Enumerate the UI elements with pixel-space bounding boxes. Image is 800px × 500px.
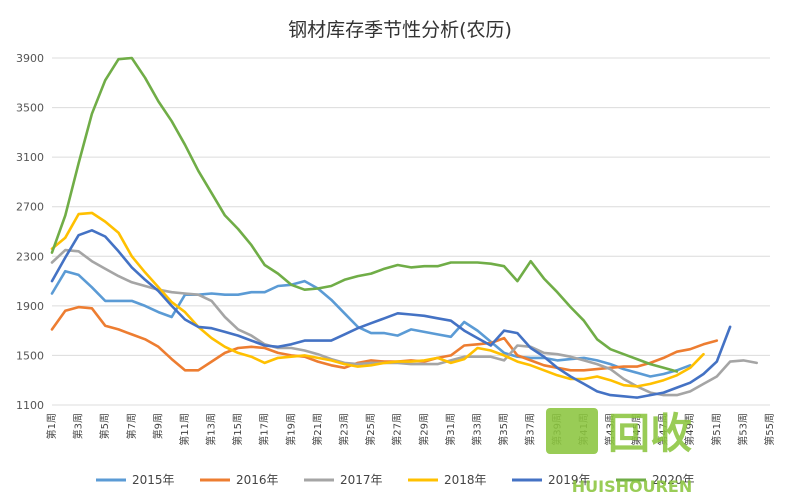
x-tick-label: 第19周	[284, 413, 297, 446]
legend: 2015年 2016年 2017年 2018年 2019年 2020年	[96, 473, 695, 487]
x-tick-label: 第27周	[391, 413, 404, 446]
y-tick-label: 2700	[16, 201, 44, 214]
x-tick-label: 第47周	[657, 413, 670, 446]
series-line-5	[50, 56, 679, 373]
x-tick-label: 第21周	[311, 413, 324, 446]
x-tick-label: 第37周	[524, 413, 537, 446]
x-tick-label: 第35周	[497, 413, 510, 446]
x-tick-label: 第11周	[178, 413, 191, 446]
x-tick-label: 第23周	[338, 413, 351, 446]
y-tick-label: 3100	[16, 151, 44, 164]
x-tick-label: 第17周	[258, 413, 271, 446]
x-tick-label: 第55周	[763, 413, 776, 446]
y-tick-label: 1100	[16, 399, 44, 412]
legend-label-3: 2018年	[444, 473, 487, 487]
x-tick-label: 第53周	[736, 413, 749, 446]
legend-label-4: 2019年	[548, 473, 591, 487]
x-tick-label: 第15周	[231, 413, 244, 446]
x-axis-ticks: 第1周 第3周 第5周 第7周 第9周 第11周 第13周 第15周 第17周 第19周 第21周 第…	[45, 413, 776, 446]
watermark-logo-box	[546, 408, 598, 454]
x-tick-label: 第43周	[603, 413, 616, 446]
watermark-logo-text: 回收	[608, 409, 692, 458]
x-tick-label: 第13周	[205, 413, 218, 446]
x-tick-label: 第31周	[444, 413, 457, 446]
y-tick-label: 1500	[16, 349, 44, 362]
series-line-0	[50, 269, 692, 378]
x-tick-label: 第33周	[470, 413, 483, 446]
watermark: 回收 HUISHOUREN	[546, 408, 692, 496]
series-line-4	[50, 229, 732, 399]
x-tick-label: 第3周	[72, 413, 85, 439]
x-tick-label: 第7周	[125, 413, 138, 439]
series-line-1	[50, 305, 719, 372]
series-line-3	[50, 211, 705, 388]
x-tick-label: 第45周	[630, 413, 643, 446]
y-tick-label: 3900	[16, 52, 44, 65]
legend-label-1: 2016年	[236, 473, 279, 487]
y-tick-label: 3500	[16, 102, 44, 115]
series-line-2	[50, 248, 758, 397]
x-tick-label: 第9周	[151, 413, 164, 439]
legend-label-0: 2015年	[132, 473, 175, 487]
y-axis-ticks: 1100 1500 1900 2300 2700 3100 3500 3900	[16, 52, 44, 412]
x-tick-label: 第25周	[364, 413, 377, 446]
series-lines	[50, 56, 758, 399]
y-tick-label: 1900	[16, 300, 44, 313]
legend-label-5: 2020年	[652, 473, 695, 487]
x-tick-label: 第5周	[98, 413, 111, 439]
legend-label-2: 2017年	[340, 473, 383, 487]
x-tick-label: 第1周	[45, 413, 58, 439]
chart-title: 钢材库存季节性分析(农历)	[288, 19, 512, 41]
x-tick-label: 第51周	[710, 413, 723, 446]
watermark-text: HUISHOUREN	[572, 477, 692, 496]
grid	[52, 57, 770, 406]
x-tick-label: 第49周	[683, 413, 696, 446]
y-tick-label: 2300	[16, 250, 44, 263]
x-tick-label: 第29周	[417, 413, 430, 446]
